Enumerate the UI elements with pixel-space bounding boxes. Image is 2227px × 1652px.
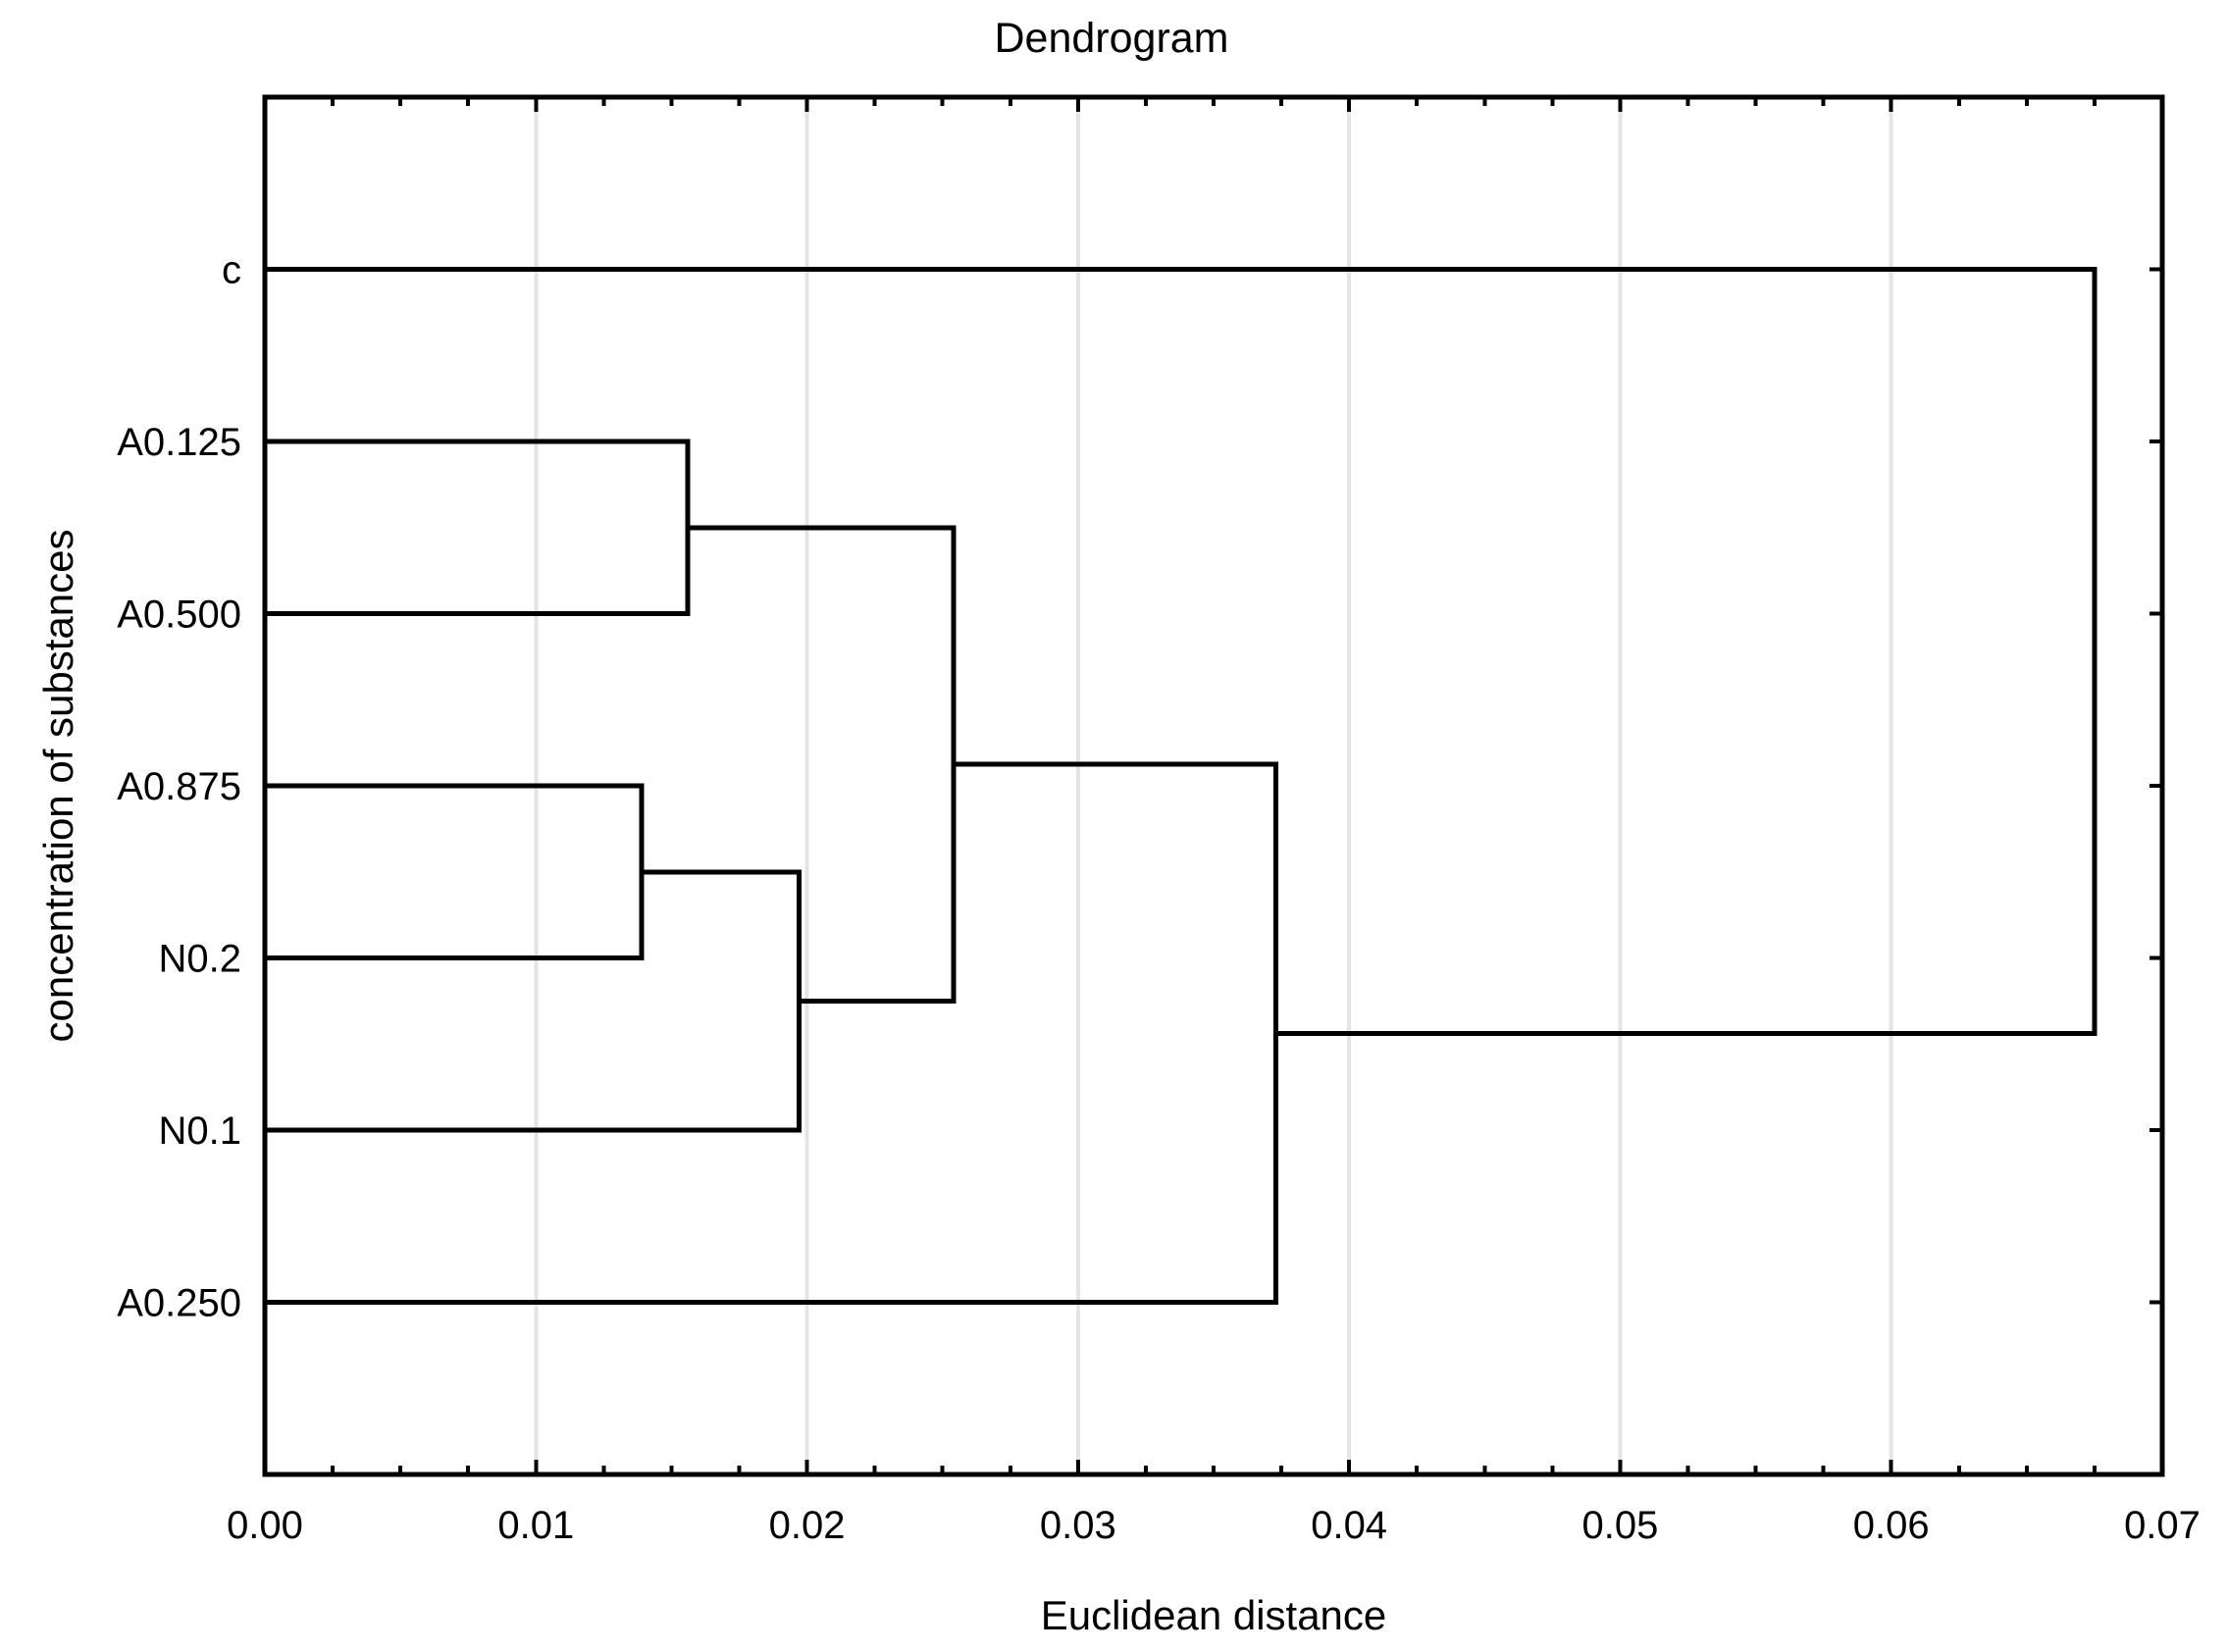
link-M2 (265, 439, 691, 616)
x-tick-label: 0.07 (2124, 1504, 2201, 1547)
leaf-label: A0.250 (117, 1282, 241, 1325)
y-axis-label: concentration of substances (35, 530, 81, 1043)
x-tick-labels: 0.00 0.01 0.02 0.03 0.04 0.05 0.06 0.07 (227, 1504, 2201, 1547)
link-M4 (265, 761, 1279, 1305)
x-tick-label: 0.00 (227, 1504, 303, 1547)
x-tick-label: 0.03 (1040, 1504, 1116, 1547)
link-M5 (265, 267, 2098, 1036)
x-tick-label: 0.01 (497, 1504, 574, 1547)
leaf-label: N0.1 (159, 1110, 242, 1153)
leaf-labels: c A0.125 A0.500 A0.875 N0.2 N0.1 A0.250 (117, 249, 241, 1325)
leaf-label: A0.500 (117, 594, 241, 637)
chart-title: Dendrogram (995, 15, 1229, 62)
leaf-label: c (222, 249, 241, 292)
dendrogram-links (265, 267, 2098, 1305)
leaf-label: A0.125 (117, 421, 241, 464)
x-tick-label: 0.04 (1311, 1504, 1387, 1547)
link-M0 (265, 783, 645, 960)
leaf-label: N0.2 (159, 938, 242, 981)
link-M1 (265, 869, 802, 1133)
gridlines (534, 97, 1893, 1474)
x-tick-label: 0.05 (1581, 1504, 1658, 1547)
leaf-label: A0.875 (117, 765, 241, 808)
axis-ticks (331, 97, 2162, 1474)
link-M3 (688, 525, 957, 1004)
x-tick-label: 0.06 (1853, 1504, 1930, 1547)
x-axis-label: Euclidean distance (1041, 1592, 1387, 1638)
x-tick-label: 0.02 (769, 1504, 846, 1547)
